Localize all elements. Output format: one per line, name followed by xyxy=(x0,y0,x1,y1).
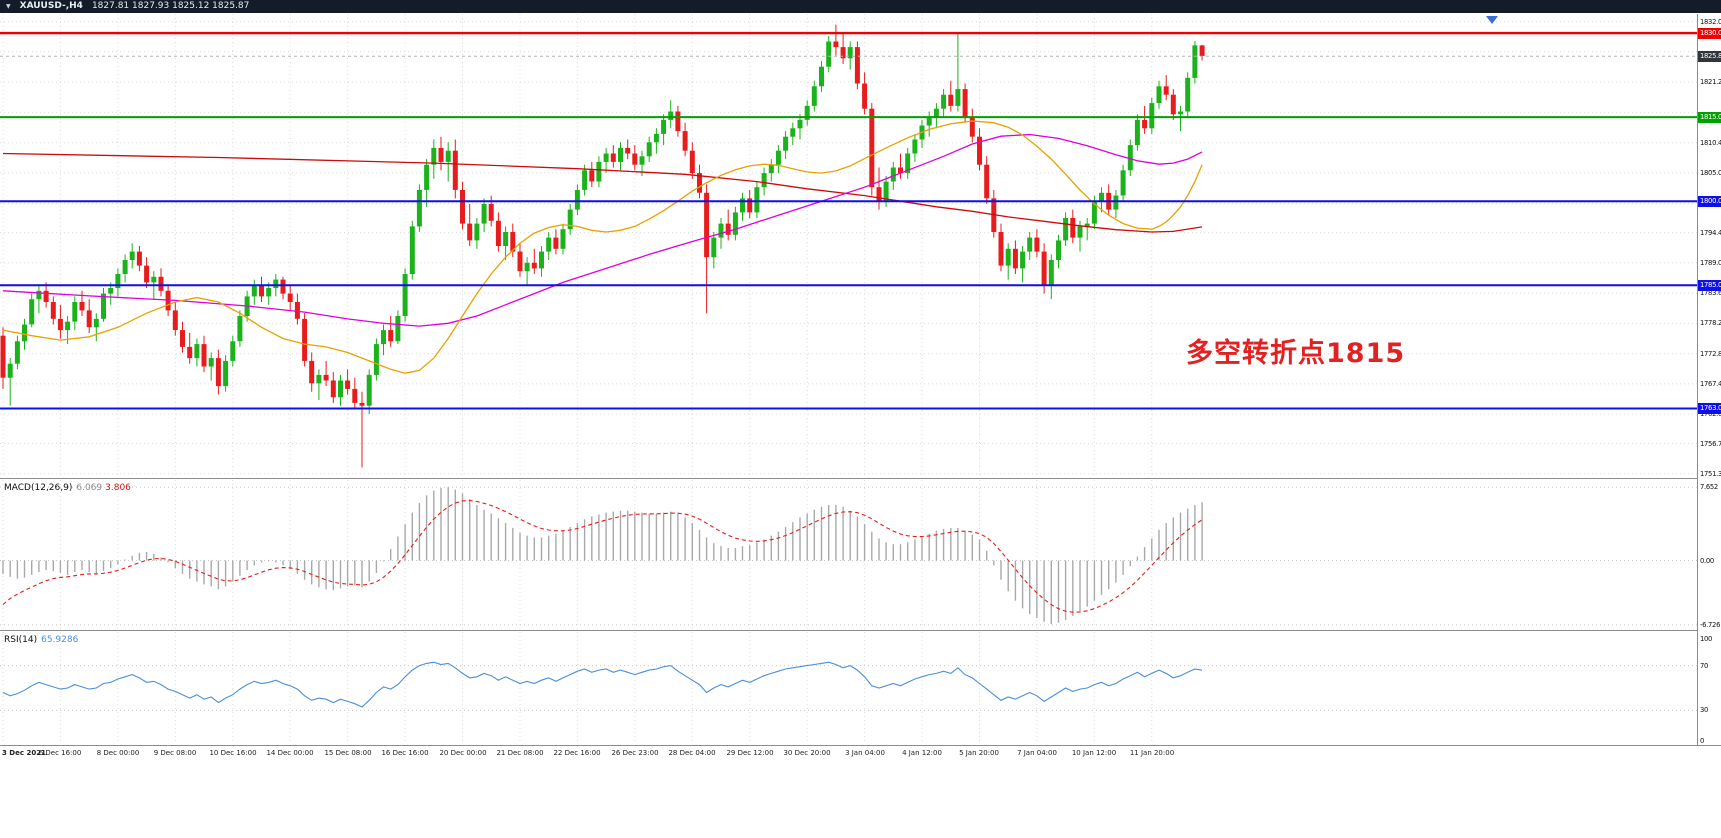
time-axis-label: 3 Dec 2021 xyxy=(2,749,46,757)
rsi-value: 65.9286 xyxy=(41,635,79,645)
price-tick-label: 1762.00 xyxy=(1700,410,1721,419)
chart-title-bar: ▼ XAUUSD-,H4 1827.81 1827.93 1825.12 182… xyxy=(0,0,1721,13)
price-tick-label: 1832.05 xyxy=(1700,17,1721,26)
time-axis-label: 6 Dec 16:00 xyxy=(38,749,82,757)
price-tick-label: 1810.45 xyxy=(1700,138,1721,147)
price-tick-label: 1789.00 xyxy=(1700,258,1721,267)
annotation-text: 多空转折点1815 xyxy=(1186,338,1406,369)
rsi-scale-label: 30 xyxy=(1700,706,1709,715)
macd-scale-label: -6.726 xyxy=(1700,620,1721,629)
rsi-panel[interactable] xyxy=(0,632,1697,744)
rsi-scale-label: 100 xyxy=(1700,635,1713,643)
price-badge: 1800.00 xyxy=(1698,195,1721,207)
time-axis-label: 29 Dec 12:00 xyxy=(726,749,774,757)
price-badge: 1825.87 xyxy=(1698,50,1721,62)
price-tick-label: 1756.75 xyxy=(1700,439,1721,448)
time-axis-label: 4 Jan 12:00 xyxy=(902,749,942,757)
rsi-scale-label: 0 xyxy=(1700,737,1705,745)
time-axis-label: 8 Dec 00:00 xyxy=(96,749,140,757)
time-axis-label: 20 Dec 00:00 xyxy=(439,749,487,757)
time-axis-label: 5 Jan 20:00 xyxy=(959,749,999,757)
price-tick-label: 1778.20 xyxy=(1700,319,1721,328)
time-axis-label: 28 Dec 04:00 xyxy=(668,749,716,757)
time-axis-label: 26 Dec 23:00 xyxy=(611,749,659,757)
macd-canvas xyxy=(0,480,1697,629)
price-badge: 1830.00 xyxy=(1698,27,1721,39)
chart-shift-marker-icon[interactable] xyxy=(1486,16,1498,24)
price-badge: 1785.00 xyxy=(1698,279,1721,291)
time-axis-label: 9 Dec 08:00 xyxy=(153,749,197,757)
macd-signal-value: 3.806 xyxy=(105,483,131,493)
macd-scale-label: 0.00 xyxy=(1700,556,1714,565)
time-axis-label: 10 Dec 16:00 xyxy=(209,749,257,757)
panel-separator[interactable] xyxy=(0,478,1721,479)
macd-panel[interactable] xyxy=(0,480,1697,629)
price-tick-label: 1821.25 xyxy=(1700,78,1721,87)
time-axis-label: 7 Jan 04:00 xyxy=(1017,749,1057,757)
symbol-dropdown-icon[interactable]: ▼ xyxy=(6,3,11,10)
time-axis-label: 15 Dec 08:00 xyxy=(324,749,372,757)
price-badge: 1763.00 xyxy=(1698,403,1721,414)
time-axis-label: 11 Jan 20:00 xyxy=(1129,749,1175,757)
time-axis-label: 30 Dec 20:00 xyxy=(783,749,831,757)
price-tick-label: 1772.80 xyxy=(1700,349,1721,358)
rsi-canvas xyxy=(0,632,1697,744)
price-tick-label: 1794.40 xyxy=(1700,228,1721,237)
time-axis-label: 16 Dec 16:00 xyxy=(381,749,429,757)
time-axis-label: 21 Dec 08:00 xyxy=(496,749,544,757)
symbol-timeframe-label: XAUUSD-,H4 xyxy=(19,1,83,11)
price-badge: 1815.00 xyxy=(1698,111,1721,123)
price-chart-panel[interactable] xyxy=(0,14,1697,478)
price-tick-label: 1751.35 xyxy=(1700,469,1721,478)
rsi-label-text: RSI(14) xyxy=(4,635,38,645)
macd-main-value: 6.069 xyxy=(76,483,103,493)
macd-label-text: MACD(12,26,9) xyxy=(4,483,73,493)
rsi-scale-label: 70 xyxy=(1700,661,1709,670)
macd-scale-label: 7.652 xyxy=(1700,483,1718,492)
rsi-indicator-label: RSI(14) 65.9286 xyxy=(4,635,78,645)
time-axis-label: 22 Dec 16:00 xyxy=(553,749,601,757)
price-tick-label: 1767.40 xyxy=(1700,379,1721,388)
price-chart-canvas xyxy=(0,14,1697,478)
price-tick-label: 1783.60 xyxy=(1700,289,1721,298)
time-axis-label: 10 Jan 12:00 xyxy=(1071,749,1117,757)
ohlc-values: 1827.81 1827.93 1825.12 1825.87 xyxy=(91,1,250,11)
price-tick-label: 1805.05 xyxy=(1700,168,1721,177)
price-axis[interactable]: 1832.05 1821.25 1810.45 1805.05 1794.40 1789.… xyxy=(1697,14,1721,745)
time-axis[interactable]: 3 Dec 2021 6 Dec 16:00 8 Dec 00:00 9 Dec 08… xyxy=(0,747,1697,761)
macd-indicator-label: MACD(12,26,9) 6.069 3.806 xyxy=(4,483,131,493)
panel-separator[interactable] xyxy=(0,630,1721,631)
time-axis-label: 3 Jan 04:00 xyxy=(845,749,885,757)
panel-separator xyxy=(0,745,1721,746)
time-axis-label: 14 Dec 00:00 xyxy=(266,749,314,757)
